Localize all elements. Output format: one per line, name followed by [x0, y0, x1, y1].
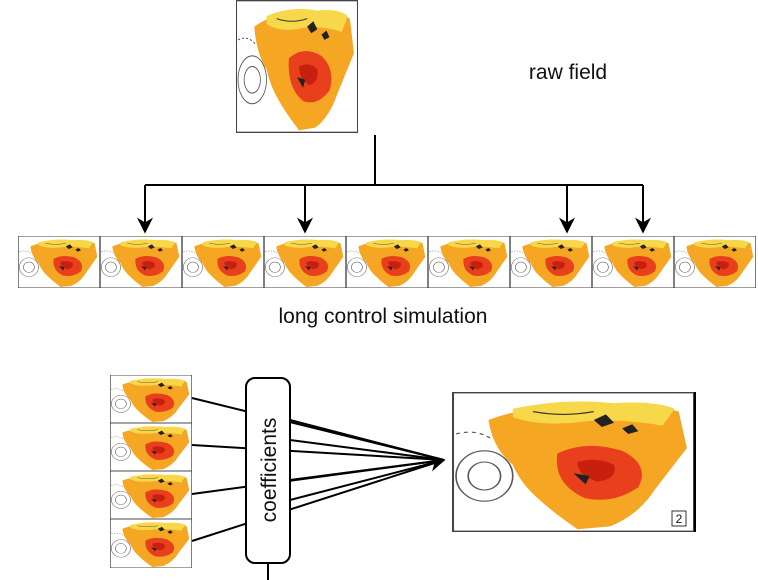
tree-connector: [137, 135, 651, 234]
simulation-strip: [18, 236, 756, 288]
coefficients-box: [245, 377, 291, 564]
simulation-label: long control simulation: [279, 305, 488, 328]
reconstructed-map: [452, 392, 695, 532]
panel-number: 2: [676, 512, 683, 526]
raw-field-map: [236, 0, 358, 133]
pattern-stack: [110, 375, 192, 568]
raw-field-label: raw field: [529, 61, 607, 84]
combination-lines: [191, 397, 446, 580]
coefficients-label: coefficients: [258, 418, 281, 523]
panel-number-box: [671, 510, 687, 527]
